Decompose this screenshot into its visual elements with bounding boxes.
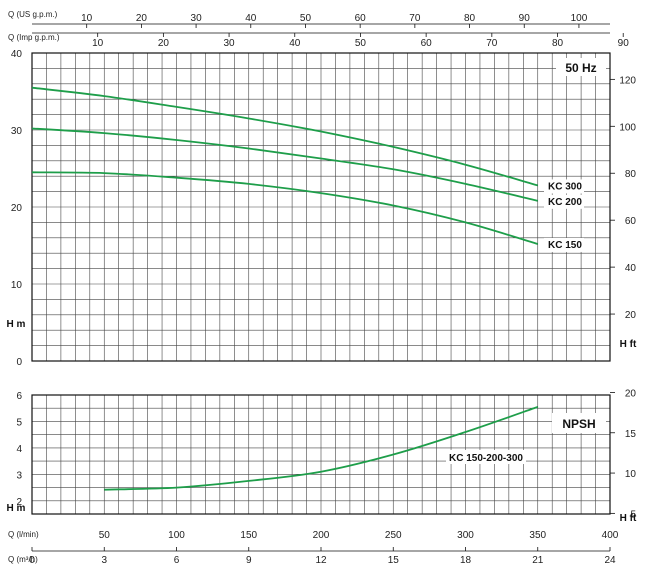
bottom-axis-lmin-tick-label: 150 (240, 530, 257, 541)
top-axis-imp-tick-label: 20 (158, 38, 170, 49)
badge-npsh-bg (552, 413, 606, 433)
bottom-left-tick-label: 2 (16, 497, 22, 508)
bottom-axis-m3h-tick-label: 0 (29, 555, 35, 566)
bottom-axis-lmin-tick-label: 100 (168, 530, 185, 541)
top-axis-us-label: Q (US g.p.m.) (8, 10, 58, 19)
top-axis-imp-tick-label: 50 (355, 38, 367, 49)
top-axis-imp-tick-label: 10 (92, 38, 104, 49)
top-axis-us-tick-label: 80 (464, 13, 476, 24)
bottom-axis-m3h-label: Q (m³/h) (8, 555, 38, 564)
bottom-left-tick-label: 4 (16, 444, 22, 455)
series-lines (31, 86, 539, 491)
bottom-axis-lmin-tick-label: 350 (529, 530, 546, 541)
series-line-kc-300 (31, 86, 539, 187)
series-line-kc-150 (31, 171, 539, 245)
top-right-axis-label: H ft (620, 339, 637, 350)
bottom-axis-lmin-tick-label: 50 (99, 530, 111, 541)
top-axis-us-tick-label: 30 (191, 13, 203, 24)
bottom-left-tick-label: 5 (16, 417, 22, 428)
bottom-axis-lmin-tick-label: 300 (457, 530, 474, 541)
bottom-right-tick-label: 15 (625, 429, 637, 440)
bottom-axis-m3h-tick-label: 3 (101, 555, 107, 566)
top-left-tick-label: 10 (11, 280, 23, 291)
series-label-npsh: KC 150-200-300 (449, 453, 523, 464)
top-right-tick-label: 40 (625, 263, 637, 274)
bottom-right-tick-label: 10 (625, 469, 637, 480)
bottom-axis-lmin-tick-label: 400 (602, 530, 619, 541)
top-axis-us-tick-label: 20 (136, 13, 148, 24)
badge-npsh: NPSH (562, 417, 595, 431)
top-right-tick-label: 20 (625, 310, 637, 321)
series-line-npsh (104, 406, 539, 491)
top-right-tick-label: 80 (625, 169, 637, 180)
bottom-left-axis-label: H m (7, 503, 26, 514)
top-axis-imp-tick-label: 60 (421, 38, 433, 49)
plot-frames (31, 23, 624, 552)
series-line-kc-200 (31, 127, 539, 202)
top-axis-us-tick-label: 90 (519, 13, 531, 24)
top-right-tick-label: 60 (625, 216, 637, 227)
bottom-axis-lmin-label: Q (l/min) (8, 530, 39, 539)
top-axis-imp-tick-label: 80 (552, 38, 564, 49)
bottom-axis-m3h-tick-label: 21 (532, 555, 544, 566)
bottom-axis-lmin-tick-label: 250 (385, 530, 402, 541)
series-label-bg (544, 194, 584, 209)
bottom-axis-lmin-tick-label: 200 (313, 530, 330, 541)
top-left-tick-label: 0 (16, 357, 22, 368)
top-left-tick-label: 30 (11, 126, 23, 137)
series-label-kc-150: KC 150 (548, 240, 582, 251)
bottom-left-tick-label: 6 (16, 391, 22, 402)
bottom-axis-m3h-tick-label: 9 (246, 555, 252, 566)
bottom-right-tick-label: 5 (630, 509, 636, 520)
top-left-axis-label: H m (7, 319, 26, 330)
top-axis-imp-tick-label: 90 (618, 38, 630, 49)
top-axis-us-tick-label: 40 (245, 13, 257, 24)
bottom-axis-m3h-tick-label: 12 (315, 555, 327, 566)
top-axis-imp-tick-label: 30 (224, 38, 236, 49)
top-axis-us-tick-label: 100 (571, 13, 588, 24)
bottom-right-tick-label: 20 (625, 388, 637, 399)
bottom-right-axis-label: H ft (620, 513, 637, 524)
top-axis-us-tick-label: 60 (355, 13, 367, 24)
top-axis-us-tick-label: 10 (81, 13, 93, 24)
top-axis-imp-tick-label: 70 (486, 38, 498, 49)
top-plot-frame (31, 52, 611, 362)
bottom-left-tick-label: 3 (16, 470, 22, 481)
series-label-bg (544, 179, 584, 194)
grid-lines (31, 52, 611, 515)
top-left-tick-label: 40 (11, 49, 23, 60)
top-axis-us-tick-label: 50 (300, 13, 312, 24)
badge-50hz: 50 Hz (565, 61, 596, 75)
bottom-plot-frame (31, 394, 611, 515)
series-label-bg (446, 450, 526, 464)
bottom-axis-m3h-tick-label: 24 (604, 555, 616, 566)
top-right-tick-label: 100 (619, 122, 636, 133)
badge-50hz-bg (556, 58, 606, 76)
bottom-axis-m3h-tick-label: 15 (388, 555, 400, 566)
top-right-tick-label: 120 (619, 75, 636, 86)
bottom-axis-m3h-tick-label: 6 (174, 555, 180, 566)
top-axis-imp-label: Q (Imp g.p.m.) (8, 33, 60, 42)
bottom-axis-m3h-tick-label: 18 (460, 555, 472, 566)
series-label-bg (544, 237, 584, 252)
top-axis-imp-tick-label: 40 (289, 38, 301, 49)
series-label-kc-300: KC 300 (548, 181, 582, 192)
top-axis-us-tick-label: 70 (409, 13, 421, 24)
top-left-tick-label: 20 (11, 203, 23, 214)
series-label-kc-200: KC 200 (548, 197, 582, 208)
series-labels: 50 Hz NPSH KC 300 KC 200 KC 150 KC 150-200-30… (446, 58, 606, 464)
